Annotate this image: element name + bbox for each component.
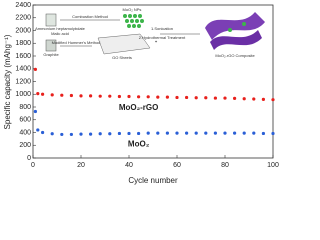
data-point (156, 95, 160, 99)
inset-text: Graphite (43, 52, 59, 57)
data-point (79, 132, 83, 136)
data-point (108, 94, 112, 98)
inset-schematic (45, 12, 265, 55)
data-point (60, 132, 64, 137)
data-point (33, 67, 38, 71)
inset-text: MoO₂-rGO Composite (215, 53, 255, 58)
y-tick-label: 2200 (15, 15, 31, 22)
beaker (45, 13, 57, 27)
data-point (98, 94, 102, 98)
data-point (108, 132, 112, 136)
data-point (194, 96, 198, 100)
data-point (165, 95, 169, 99)
data-point (261, 131, 265, 136)
inset-text: Combustion Method (72, 14, 108, 19)
data-point (127, 131, 131, 136)
data-point (204, 96, 208, 100)
y-tick-label: 600 (19, 117, 31, 124)
data-point (33, 109, 38, 114)
data-point (271, 98, 275, 102)
data-point (89, 94, 93, 98)
x-tick-label: 80 (221, 162, 229, 169)
inset-text: 2.Hydrothermal Treatment (139, 35, 186, 40)
data-point (242, 97, 246, 101)
data-point (271, 131, 275, 136)
chart: Cycle number Specific capacity (mAhg⁻¹) … (3, 2, 279, 185)
data-point (194, 131, 198, 135)
data-point (146, 131, 150, 135)
y-axis-label: Specific capacity (mAhg⁻¹) (3, 34, 12, 129)
data-point (252, 97, 256, 101)
y-tick-label: 1600 (15, 53, 31, 60)
data-point (69, 93, 73, 98)
data-point (137, 95, 141, 99)
data-point (165, 131, 169, 135)
go-sheet (97, 33, 151, 55)
data-point (233, 131, 237, 135)
data-point (223, 96, 227, 100)
data-point (156, 131, 160, 135)
page: {"chart_data": {"type": "scatter", "xlab… (3, 1, 279, 186)
nanoparticle (242, 22, 246, 26)
data-point (117, 94, 121, 99)
data-point (185, 131, 189, 135)
data-point (137, 131, 141, 136)
data-point (252, 131, 256, 135)
y-tick-label: 400 (19, 129, 31, 136)
x-tick-label: 60 (173, 162, 181, 169)
x-tick-label: 100 (267, 162, 279, 169)
y-tick-label: 1000 (15, 91, 31, 98)
series-label: MoO₂-rGO (119, 103, 159, 112)
data-point (60, 93, 64, 97)
inset-text: Ammonium heptamolybdate (35, 26, 86, 31)
data-point (233, 96, 237, 100)
data-point (79, 94, 83, 98)
data-point (50, 132, 54, 136)
y-tick-label: 0 (27, 155, 31, 162)
inset-text: MoO₂ NPs (123, 7, 142, 12)
y-tick-label: 2000 (15, 27, 31, 34)
x-tick-label: 40 (125, 162, 133, 169)
y-tick-label: 800 (19, 104, 31, 111)
y-tick-label: 1200 (15, 78, 31, 85)
nanoparticles (123, 14, 144, 28)
inset-text: GO Sheets (112, 55, 132, 60)
data-point (213, 96, 217, 100)
data-point (175, 131, 179, 135)
data-point (89, 132, 93, 136)
data-point (127, 94, 131, 99)
inset-text: Modified Hummer's Method (52, 40, 101, 45)
composite-sheet (205, 12, 265, 40)
y-tick-label: 200 (19, 142, 31, 149)
inset-text: + (155, 39, 158, 44)
inset-text: 1.Sonication (151, 26, 173, 31)
data-point (50, 93, 54, 97)
y-tick-label: 1400 (15, 66, 31, 73)
data-point (175, 95, 179, 100)
data-point (185, 95, 189, 100)
x-axis-label: Cycle number (128, 176, 178, 185)
data-point (204, 131, 208, 135)
data-point (36, 92, 40, 96)
data-point (41, 130, 45, 135)
beaker (45, 39, 57, 52)
data-point (223, 131, 227, 135)
composite-sheet (210, 30, 262, 50)
data-point (261, 97, 265, 101)
y-tick-label: 1800 (15, 40, 31, 47)
data-point (242, 131, 246, 135)
data-point (213, 131, 217, 135)
y-tick-label: 2400 (15, 2, 31, 9)
data-point (117, 131, 121, 136)
data-point (69, 132, 73, 137)
data-point (36, 128, 40, 132)
x-tick-label: 0 (31, 162, 35, 169)
nanoparticle (228, 28, 232, 32)
data-point (146, 95, 150, 99)
x-tick-label: 20 (77, 162, 85, 169)
series-label: MoO₂ (128, 140, 150, 149)
data-point (41, 92, 45, 96)
data-point (98, 132, 102, 136)
inset-text: Malic acid (51, 31, 69, 36)
